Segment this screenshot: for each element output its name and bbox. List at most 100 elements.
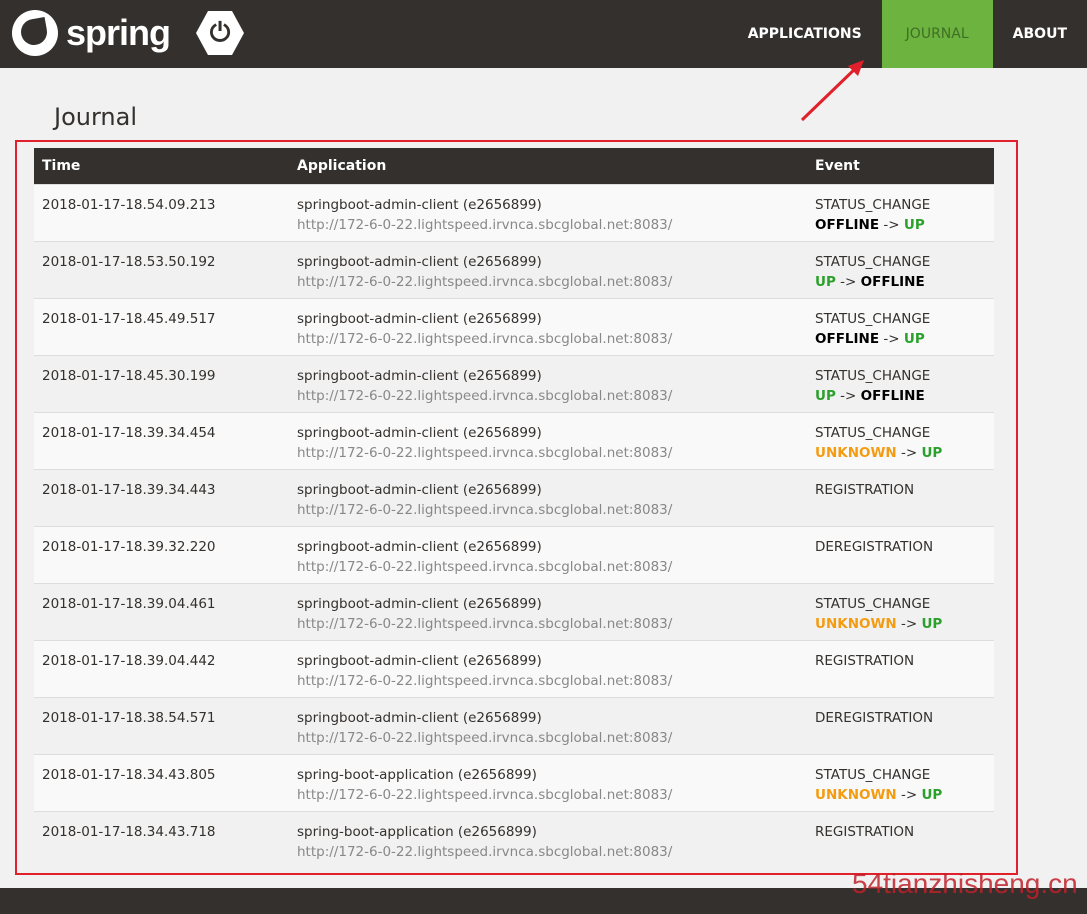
app-url[interactable]: http://172-6-0-22.lightspeed.irvnca.sbcg… [297, 615, 673, 632]
event-cell: STATUS_CHANGE UP -> OFFLINE [807, 240, 994, 298]
status-from: UP [815, 387, 836, 404]
app-name: springboot-admin-client (e2656899) [297, 424, 542, 441]
annotation-box [15, 140, 1018, 875]
time-cell: 2018-01-17-18.39.04.461 [34, 582, 289, 640]
status-transition: OFFLINE -> UP [815, 215, 986, 235]
status-from: UNKNOWN [815, 615, 897, 632]
app-name: springboot-admin-client (e2656899) [297, 538, 542, 555]
journal-table: Time Application Event 2018-01-17-18.54.… [34, 148, 994, 868]
status-transition: UNKNOWN -> UP [815, 785, 986, 805]
event-type: REGISTRATION [815, 652, 915, 669]
event-cell: REGISTRATION [807, 810, 994, 868]
event-cell: STATUS_CHANGE OFFLINE -> UP [807, 297, 994, 355]
app-url[interactable]: http://172-6-0-22.lightspeed.irvnca.sbcg… [297, 843, 673, 860]
arrow-sep: -> [900, 786, 918, 803]
table-row: 2018-01-17-18.39.04.461 springboot-admin… [34, 582, 994, 640]
time-cell: 2018-01-17-18.53.50.192 [34, 240, 289, 298]
arrow-sep: -> [840, 273, 857, 290]
arrow-sep: -> [900, 444, 918, 461]
nav-journal[interactable]: JOURNAL [881, 0, 993, 68]
app-url[interactable]: http://172-6-0-22.lightspeed.irvnca.sbcg… [297, 387, 673, 404]
app-url[interactable]: http://172-6-0-22.lightspeed.irvnca.sbcg… [297, 501, 673, 518]
footer [0, 888, 1087, 914]
app-name: springboot-admin-client (e2656899) [297, 652, 542, 669]
time-cell: 2018-01-17-18.45.30.199 [34, 354, 289, 412]
event-type: STATUS_CHANGE [815, 310, 931, 327]
nav-applications[interactable]: APPLICATIONS [747, 26, 862, 42]
status-from: OFFLINE [815, 330, 880, 347]
time-cell: 2018-01-17-18.54.09.213 [34, 183, 289, 241]
event-type: DEREGISTRATION [815, 538, 934, 555]
application-cell: spring-boot-application (e2656899) http:/… [289, 810, 807, 868]
app-url[interactable]: http://172-6-0-22.lightspeed.irvnca.sbcg… [297, 786, 673, 803]
table-row: 2018-01-17-18.34.43.805 spring-boot-appl… [34, 753, 994, 811]
time-cell: 2018-01-17-18.45.49.517 [34, 297, 289, 355]
app-url[interactable]: http://172-6-0-22.lightspeed.irvnca.sbcg… [297, 444, 673, 461]
status-transition: UP -> OFFLINE [815, 272, 986, 292]
table-row: 2018-01-17-18.45.30.199 springboot-admin… [34, 354, 994, 412]
status-to: UP [921, 444, 943, 461]
application-cell: springboot-admin-client (e2656899) http:/… [289, 297, 807, 355]
nav-about[interactable]: ABOUT [1012, 26, 1067, 42]
app-url[interactable]: http://172-6-0-22.lightspeed.irvnca.sbcg… [297, 729, 673, 746]
application-cell: springboot-admin-client (e2656899) http:/… [289, 525, 807, 583]
header-time: Time [34, 148, 289, 184]
event-type: STATUS_CHANGE [815, 424, 931, 441]
table-row: 2018-01-17-18.45.49.517 springboot-admin… [34, 297, 994, 355]
application-cell: springboot-admin-client (e2656899) http:/… [289, 240, 807, 298]
status-transition: OFFLINE -> UP [815, 329, 986, 349]
status-to: UP [903, 330, 925, 347]
table-row: 2018-01-17-18.39.34.454 springboot-admin… [34, 411, 994, 469]
app-name: springboot-admin-client (e2656899) [297, 253, 542, 270]
status-transition: UNKNOWN -> UP [815, 443, 986, 463]
app-url[interactable]: http://172-6-0-22.lightspeed.irvnca.sbcg… [297, 558, 673, 575]
spring-logo[interactable]: spring [12, 10, 171, 56]
app-name: springboot-admin-client (e2656899) [297, 595, 542, 612]
header-application: Application [289, 148, 807, 184]
status-to: OFFLINE [860, 273, 925, 290]
event-type: REGISTRATION [815, 481, 915, 498]
app-name: spring-boot-application (e2656899) [297, 823, 537, 840]
spring-leaf-icon [12, 10, 58, 56]
event-type: STATUS_CHANGE [815, 595, 931, 612]
application-cell: springboot-admin-client (e2656899) http:/… [289, 411, 807, 469]
event-cell: STATUS_CHANGE UNKNOWN -> UP [807, 411, 994, 469]
app-url[interactable]: http://172-6-0-22.lightspeed.irvnca.sbcg… [297, 672, 673, 689]
app-name: springboot-admin-client (e2656899) [297, 709, 542, 726]
page-title: Journal [54, 103, 138, 131]
application-cell: springboot-admin-client (e2656899) http:/… [289, 183, 807, 241]
application-cell: springboot-admin-client (e2656899) http:/… [289, 639, 807, 697]
table-row: 2018-01-17-18.54.09.213 springboot-admin… [34, 183, 994, 241]
status-to: UP [921, 786, 943, 803]
app-name: springboot-admin-client (e2656899) [297, 196, 542, 213]
header-event: Event [807, 148, 994, 184]
event-type: STATUS_CHANGE [815, 367, 931, 384]
time-cell: 2018-01-17-18.39.04.442 [34, 639, 289, 697]
app-url[interactable]: http://172-6-0-22.lightspeed.irvnca.sbcg… [297, 273, 673, 290]
app-url[interactable]: http://172-6-0-22.lightspeed.irvnca.sbcg… [297, 216, 673, 233]
application-cell: springboot-admin-client (e2656899) http:/… [289, 354, 807, 412]
event-type: STATUS_CHANGE [815, 253, 931, 270]
time-cell: 2018-01-17-18.34.43.718 [34, 810, 289, 868]
event-cell: REGISTRATION [807, 639, 994, 697]
event-type: REGISTRATION [815, 823, 915, 840]
event-cell: REGISTRATION [807, 468, 994, 526]
application-cell: springboot-admin-client (e2656899) http:/… [289, 468, 807, 526]
status-from: OFFLINE [815, 216, 880, 233]
arrow-sep: -> [883, 216, 900, 233]
time-cell: 2018-01-17-18.38.54.571 [34, 696, 289, 754]
arrow-sep: -> [883, 330, 900, 347]
status-from: UNKNOWN [815, 444, 897, 461]
app-url[interactable]: http://172-6-0-22.lightspeed.irvnca.sbcg… [297, 330, 673, 347]
table-row: 2018-01-17-18.34.43.718 spring-boot-appl… [34, 810, 994, 868]
app-name: springboot-admin-client (e2656899) [297, 481, 542, 498]
table-row: 2018-01-17-18.39.32.220 springboot-admin… [34, 525, 994, 583]
status-transition: UNKNOWN -> UP [815, 614, 986, 634]
status-from: UP [815, 273, 836, 290]
application-cell: spring-boot-application (e2656899) http:/… [289, 753, 807, 811]
arrow-sep: -> [840, 387, 857, 404]
app-name: springboot-admin-client (e2656899) [297, 367, 542, 384]
table-row: 2018-01-17-18.53.50.192 springboot-admin… [34, 240, 994, 298]
time-cell: 2018-01-17-18.39.34.443 [34, 468, 289, 526]
